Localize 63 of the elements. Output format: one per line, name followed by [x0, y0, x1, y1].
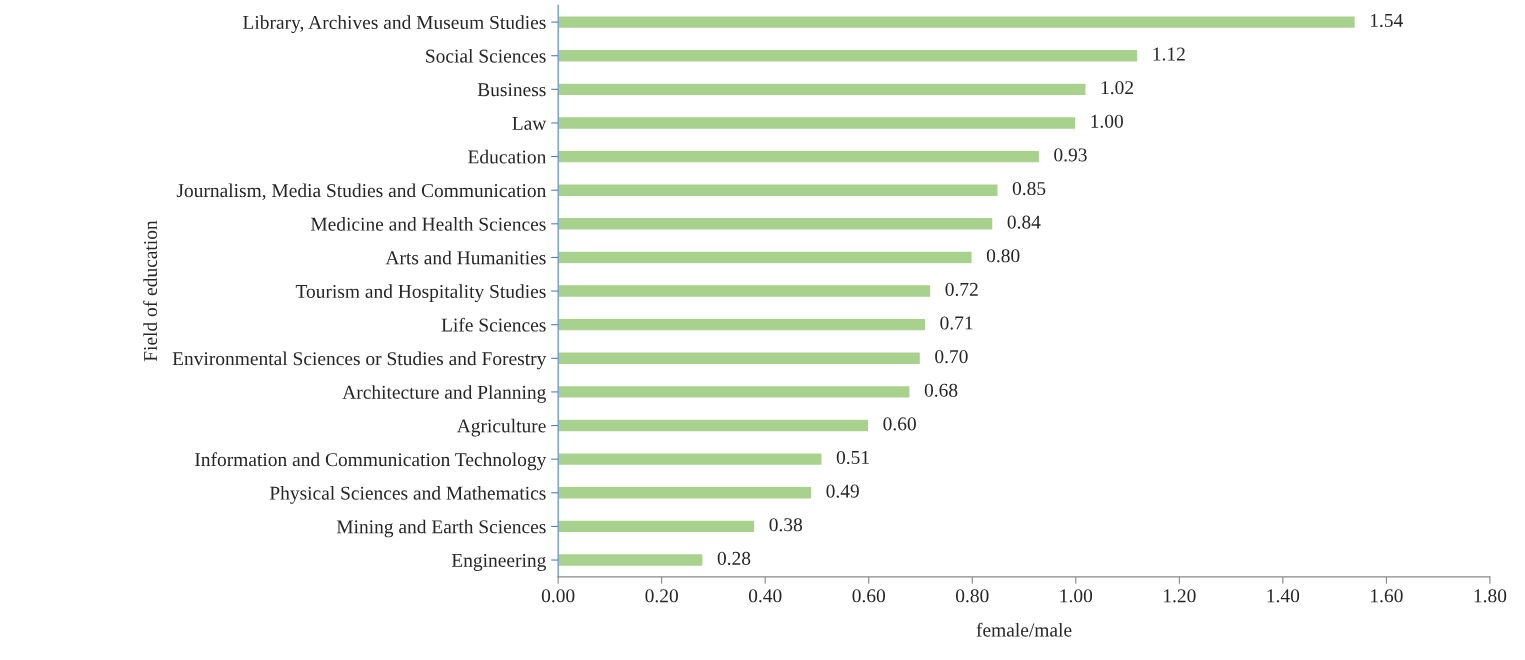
bar: [558, 452, 823, 467]
y-tick-label: Journalism, Media Studies and Communication: [176, 183, 547, 200]
x-tick-label: 0.00: [541, 589, 575, 603]
bar: [558, 115, 1077, 131]
y-tick-label: Library, Archives and Museum Studies: [243, 15, 546, 34]
data-label: 0.71: [940, 316, 973, 330]
bar: [558, 216, 994, 231]
data-label: 0.49: [826, 484, 859, 498]
data-label: 0.60: [883, 417, 916, 431]
data-label: 1.02: [1101, 81, 1133, 95]
bar: [558, 384, 911, 400]
bar: [558, 418, 870, 433]
data-label: 1.12: [1153, 47, 1185, 61]
bar: [558, 149, 1041, 164]
bar: [558, 351, 922, 366]
data-label: 0.68: [924, 383, 958, 397]
data-label: 0.93: [1054, 148, 1087, 162]
y-tick-label: Information and Communication Technology: [195, 452, 547, 471]
x-tick-label: 0.20: [645, 589, 678, 603]
x-tick-label: 1.20: [1164, 589, 1196, 603]
x-tick-label: 0.60: [852, 589, 886, 603]
data-label: 0.28: [717, 551, 751, 565]
y-tick-label: Arts and Humanities: [385, 250, 546, 265]
bar: [558, 15, 1357, 30]
x-tick-label: 1.80: [1474, 589, 1507, 603]
y-tick-label: Tourism and Hospitality Studies: [295, 284, 546, 302]
y-tick-label: Social Sciences: [426, 48, 546, 63]
y-tick-label: Agriculture: [456, 418, 546, 437]
x-tick-label: 1.40: [1267, 589, 1300, 603]
bar: [558, 317, 927, 332]
data-label: 0.72: [945, 282, 978, 297]
bar: [558, 519, 756, 534]
bar: [558, 183, 999, 198]
y-axis-title: Field of education: [143, 220, 158, 362]
data-label: 0.38: [769, 518, 803, 532]
bar: [558, 82, 1087, 97]
y-tick-label: Environmental Sciences or Studies and Forestry: [172, 351, 547, 370]
data-label: 1.54: [1370, 13, 1403, 28]
bar: [558, 250, 973, 265]
y-tick-label: Education: [468, 149, 547, 164]
y-tick-label: Mining and Earth Sciences: [336, 519, 546, 538]
data-label: 0.84: [1007, 215, 1041, 229]
y-tick-label: Law: [512, 116, 547, 130]
y-tick-label: Engineering: [451, 553, 546, 571]
y-tick-label: Physical Sciences and Mathematics: [269, 486, 546, 504]
y-tick-label: Architecture and Planning: [342, 385, 546, 403]
bar: [558, 485, 813, 500]
bar: [558, 283, 932, 299]
data-label: 0.80: [986, 249, 1020, 263]
y-tick-label: Medicine and Health Sciences: [310, 217, 546, 231]
bar: [558, 48, 1139, 63]
data-label: 0.85: [1012, 181, 1046, 196]
x-tick-label: 0.40: [748, 589, 782, 603]
x-axis-title: female/male: [976, 622, 1072, 637]
x-tick-label: 1.00: [1060, 589, 1093, 603]
data-label: 0.70: [935, 350, 968, 364]
x-tick-label: 0.80: [956, 589, 989, 603]
y-tick-label: Life Sciences: [441, 317, 546, 332]
x-tick-label: 1.60: [1371, 589, 1403, 603]
y-tick-label: Business: [477, 83, 546, 97]
data-label: 1.00: [1091, 114, 1123, 128]
data-label: 0.51: [836, 450, 869, 465]
bar: [558, 552, 704, 568]
